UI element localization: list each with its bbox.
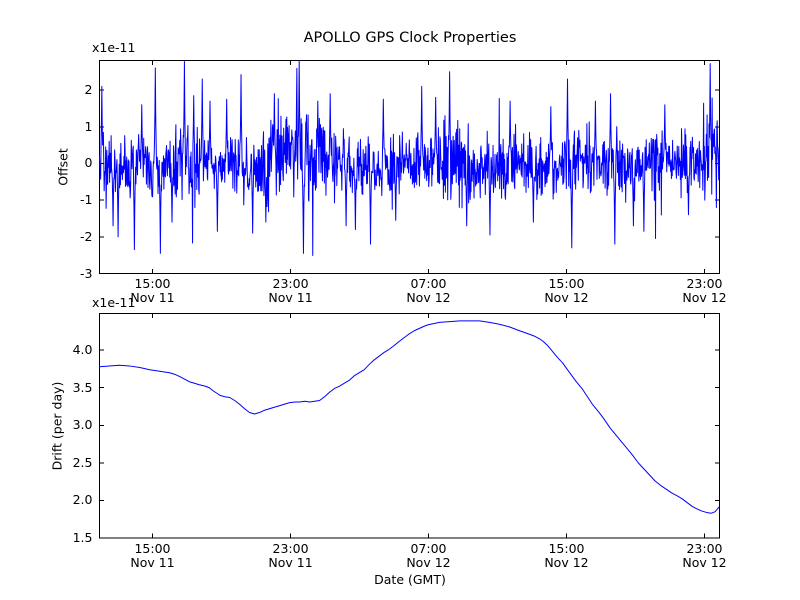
- tick-date: Nov 11: [268, 555, 313, 570]
- tick-time: 23:00: [272, 540, 309, 556]
- offset-multiplier-bottom: x1e-11: [92, 295, 136, 310]
- offset-plot-x-tick-label: 15:00 Nov 11: [130, 275, 175, 306]
- tick-date: Nov 12: [406, 555, 451, 570]
- tick-date: Nov 12: [544, 555, 589, 570]
- drift-plot-frame: [99, 313, 720, 539]
- tick-date: Nov 11: [268, 290, 313, 305]
- offset-plot-y-tick-label: 0: [84, 155, 93, 171]
- chart-title: APOLLO GPS Clock Properties: [303, 30, 517, 46]
- drift-plot-y-tick-label: 4.0: [72, 342, 93, 358]
- tick-time: 23:00: [686, 275, 723, 291]
- offset-plot-x-tick-label: 15:00 Nov 12: [544, 275, 589, 306]
- drift-plot-x-tick-label: 07:00 Nov 12: [406, 540, 451, 571]
- drift-plot-x-tick-label: 15:00 Nov 12: [544, 540, 589, 571]
- x-axis-label-date-gmt: Date (GMT): [374, 572, 446, 587]
- tick-time: 23:00: [686, 540, 723, 556]
- tick-time: 23:00: [272, 275, 309, 291]
- tick-date: Nov 11: [130, 555, 175, 570]
- y-axis-label-offset: Offset: [55, 148, 71, 186]
- tick-time: 07:00: [410, 275, 447, 291]
- drift-plot-x-tick-label: 23:00 Nov 11: [268, 540, 313, 571]
- tick-date: Nov 12: [682, 555, 727, 570]
- drift-plot-x-tick-label: 23:00 Nov 12: [682, 540, 727, 571]
- drift-plot-x-tick-label: 15:00 Nov 11: [130, 540, 175, 571]
- offset-plot-x-tick-label: 23:00 Nov 12: [682, 275, 727, 306]
- tick-date: Nov 12: [406, 290, 451, 305]
- offset-plot-y-tick-label: -3: [80, 265, 93, 281]
- drift-series-line: [99, 320, 720, 514]
- tick-time: 15:00: [548, 275, 585, 291]
- offset-plot-x-tick-label: 23:00 Nov 11: [268, 275, 313, 306]
- offset-multiplier-top: x1e-11: [92, 40, 136, 55]
- tick-date: Nov 11: [130, 290, 175, 305]
- tick-date: Nov 12: [682, 290, 727, 305]
- drift-plot-y-tick-label: 1.5: [72, 530, 93, 545]
- offset-plot-y-tick-label: 2: [84, 82, 93, 98]
- offset-plot-y-tick-label: 1: [84, 118, 93, 134]
- y-axis-label-drift: Drift (per day): [49, 381, 65, 471]
- tick-time: 15:00: [548, 540, 585, 556]
- offset-plot-y-tick-label: -2: [80, 228, 93, 244]
- drift-plot-y-tick-label: 2.0: [72, 492, 93, 508]
- drift-plot-y-tick-label: 2.5: [72, 454, 93, 470]
- offset-series-line: [99, 60, 720, 257]
- tick-time: 15:00: [134, 540, 171, 556]
- drift-plot-y-tick-label: 3.0: [72, 417, 93, 433]
- drift-plot-y-tick-label: 3.5: [72, 379, 93, 395]
- tick-time: 07:00: [410, 540, 447, 556]
- offset-plot-x-tick-label: 07:00 Nov 12: [406, 275, 451, 306]
- tick-time: 15:00: [134, 275, 171, 291]
- tick-date: Nov 12: [544, 290, 589, 305]
- offset-plot-y-tick-label: -1: [80, 192, 93, 208]
